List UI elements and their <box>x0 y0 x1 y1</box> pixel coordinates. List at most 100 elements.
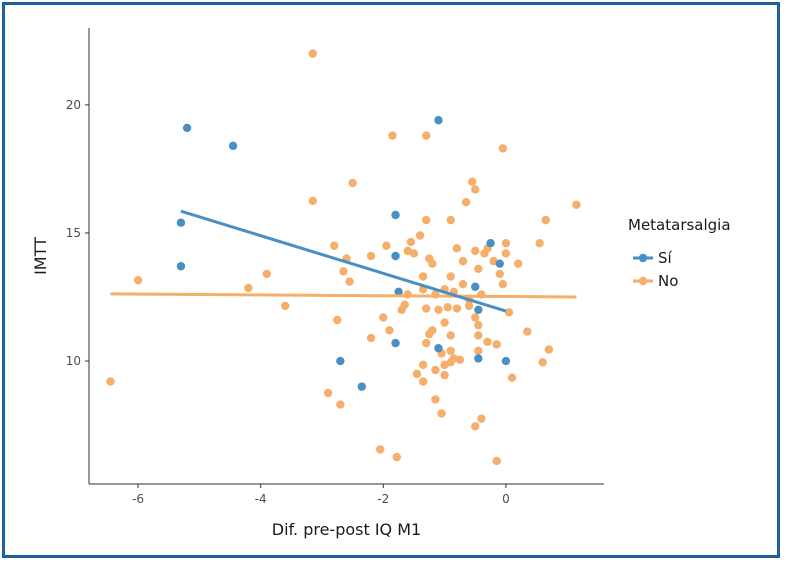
data-point-no <box>422 338 431 348</box>
data-point-no <box>443 303 452 312</box>
data-point-no <box>244 283 253 293</box>
y-tick-label: 15 <box>66 226 81 240</box>
data-point-no <box>422 131 431 140</box>
data-point-no <box>366 251 376 261</box>
data-point-no <box>422 304 431 313</box>
axes <box>88 28 604 485</box>
data-point-no <box>474 320 483 330</box>
data-points <box>106 49 581 466</box>
data-point-si <box>182 123 192 133</box>
legend-key-dot <box>638 276 648 286</box>
data-point-si <box>336 356 345 366</box>
data-point-no <box>452 304 462 313</box>
data-point-si <box>474 354 483 363</box>
y-tick-label: 10 <box>66 354 81 368</box>
data-point-no <box>431 365 440 375</box>
data-point-no <box>523 327 532 336</box>
data-point-no <box>440 370 449 380</box>
y-tick-label: 20 <box>66 98 81 112</box>
data-point-no <box>483 337 492 347</box>
data-point-si <box>391 251 400 261</box>
data-point-no <box>345 277 354 286</box>
x-tick-label: 0 <box>502 492 510 506</box>
data-point-no <box>106 377 115 386</box>
data-point-si <box>176 218 186 227</box>
data-point-no <box>348 178 357 188</box>
data-point-si <box>486 238 495 248</box>
data-point-no <box>428 259 437 268</box>
data-point-no <box>323 388 333 398</box>
data-point-no <box>467 177 477 186</box>
x-axis-title: Dif. pre-post IQ M1 <box>272 520 421 539</box>
y-axis-title: IMTT <box>31 237 50 275</box>
data-point-no <box>452 244 462 253</box>
data-point-no <box>541 215 550 225</box>
data-point-no <box>418 272 428 281</box>
data-point-no <box>434 305 443 314</box>
data-point-no <box>262 269 271 279</box>
data-point-no <box>392 452 401 462</box>
data-point-no <box>415 231 425 240</box>
data-point-no <box>492 340 501 349</box>
legend-label: Sí <box>658 249 673 267</box>
data-point-no <box>409 249 419 258</box>
data-point-si <box>501 356 511 366</box>
data-point-no <box>474 331 483 340</box>
data-point-no <box>418 360 428 370</box>
data-point-no <box>498 144 508 153</box>
fit-lines <box>110 209 577 313</box>
data-point-si <box>434 344 443 353</box>
data-point-no <box>418 377 428 386</box>
data-point-no <box>446 358 455 367</box>
data-point-no <box>366 333 376 343</box>
data-point-no <box>336 400 345 409</box>
data-point-no <box>446 272 455 281</box>
data-point-no <box>492 456 501 466</box>
data-point-no <box>535 238 544 248</box>
data-point-no <box>471 422 480 431</box>
data-point-si <box>391 210 400 220</box>
data-point-no <box>501 238 511 248</box>
data-point-si <box>394 287 403 297</box>
legend-title: Metatarsalgia <box>628 216 731 234</box>
data-point-no <box>446 331 455 340</box>
x-tick-label: -6 <box>132 492 144 506</box>
data-point-no <box>461 198 471 207</box>
data-point-si <box>471 282 480 291</box>
data-point-no <box>572 200 581 209</box>
data-point-no <box>376 445 385 454</box>
data-point-no <box>308 196 317 206</box>
data-point-no <box>474 264 483 274</box>
data-point-no <box>477 414 486 423</box>
data-point-no <box>406 237 416 247</box>
data-point-si <box>495 259 504 268</box>
data-point-si <box>176 262 186 271</box>
data-point-no <box>422 215 431 225</box>
data-point-no <box>455 355 465 364</box>
fit-line-si <box>180 209 507 313</box>
data-point-no <box>431 395 440 404</box>
data-point-no <box>446 346 455 355</box>
data-point-no <box>446 215 455 225</box>
data-point-si <box>434 116 443 125</box>
data-point-no <box>474 346 483 355</box>
data-point-no <box>513 259 523 268</box>
legend: Metatarsalgia Sí No <box>628 216 731 290</box>
data-point-no <box>388 131 397 140</box>
data-point-si <box>474 305 483 314</box>
data-point-no <box>464 301 474 311</box>
data-point-no <box>382 241 391 250</box>
data-point-no <box>333 315 342 325</box>
data-point-no <box>471 313 480 322</box>
data-point-no <box>498 279 508 289</box>
data-point-no <box>428 326 437 335</box>
data-point-no <box>538 358 547 367</box>
x-tick-label: -2 <box>377 492 389 506</box>
data-point-no <box>385 326 394 335</box>
x-tick-label: -4 <box>255 492 267 506</box>
data-point-no <box>308 49 317 58</box>
data-point-no <box>471 185 480 194</box>
data-point-si <box>391 338 400 348</box>
data-point-si <box>357 382 367 391</box>
